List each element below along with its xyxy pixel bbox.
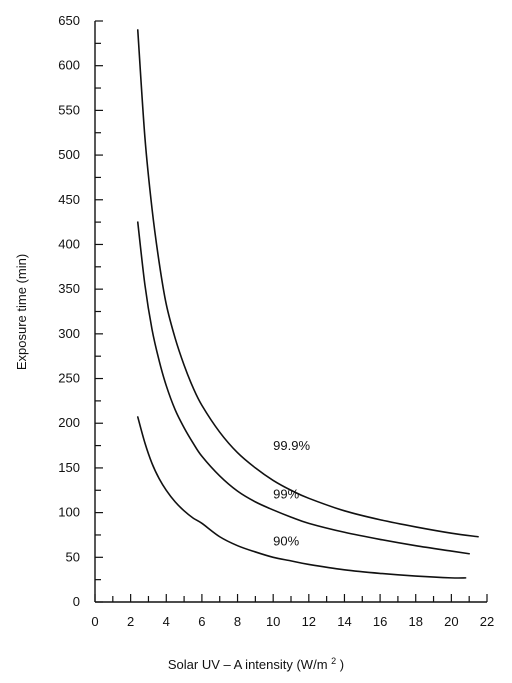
x-axis-ticks: 0 2 4 6 8 10 12 14 16 18 20 22 xyxy=(91,594,494,629)
x-axis-label-suffix: ) xyxy=(340,657,344,672)
series-label-3: 90% xyxy=(273,534,299,549)
x-tick-label: 22 xyxy=(480,614,494,629)
y-tick-label: 100 xyxy=(58,505,80,520)
y-axis-label: Exposure time (min) xyxy=(14,254,29,370)
x-tick-label: 4 xyxy=(163,614,170,629)
x-tick-label: 10 xyxy=(266,614,280,629)
y-tick-label: 500 xyxy=(58,147,80,162)
x-axis-label-main: Solar UV – A intensity (W/m xyxy=(168,657,328,672)
y-tick-label: 600 xyxy=(58,58,80,73)
x-tick-label: 14 xyxy=(337,614,351,629)
series-line-1 xyxy=(136,29,479,538)
x-tick-label: 6 xyxy=(198,614,205,629)
series-label-1: 99.9% xyxy=(273,438,310,453)
x-tick-label: 16 xyxy=(373,614,387,629)
x-axis-label-superscript: 2 xyxy=(331,656,336,666)
y-tick-label: 300 xyxy=(58,326,80,341)
y-tick-label: 350 xyxy=(58,281,80,296)
series-group xyxy=(136,29,479,579)
x-tick-label: 18 xyxy=(408,614,422,629)
y-tick-label: 450 xyxy=(58,192,80,207)
x-tick-label: 2 xyxy=(127,614,134,629)
x-tick-label: 0 xyxy=(91,614,98,629)
y-tick-label: 200 xyxy=(58,415,80,430)
x-tick-label: 8 xyxy=(234,614,241,629)
y-tick-label: 250 xyxy=(58,371,80,386)
y-tick-label: 400 xyxy=(58,236,80,251)
y-tick-label: 550 xyxy=(58,102,80,117)
series-label-2: 99% xyxy=(273,486,299,501)
x-axis-label: Solar UV – A intensity (W/m 2 ) xyxy=(168,652,344,672)
y-tick-label: 650 xyxy=(58,13,80,28)
series-line-3 xyxy=(136,416,467,579)
y-tick-label: 0 xyxy=(73,594,80,609)
x-tick-label: 20 xyxy=(444,614,458,629)
y-axis-ticks: 0 50 100 150 200 250 300 350 400 450 500 550 600 650 xyxy=(58,13,103,609)
y-tick-label: 50 xyxy=(66,549,80,564)
annotation-group: 99.9% 99% 90% xyxy=(273,438,310,549)
series-line-2 xyxy=(136,221,470,555)
y-tick-label: 150 xyxy=(58,460,80,475)
x-tick-label: 12 xyxy=(302,614,316,629)
